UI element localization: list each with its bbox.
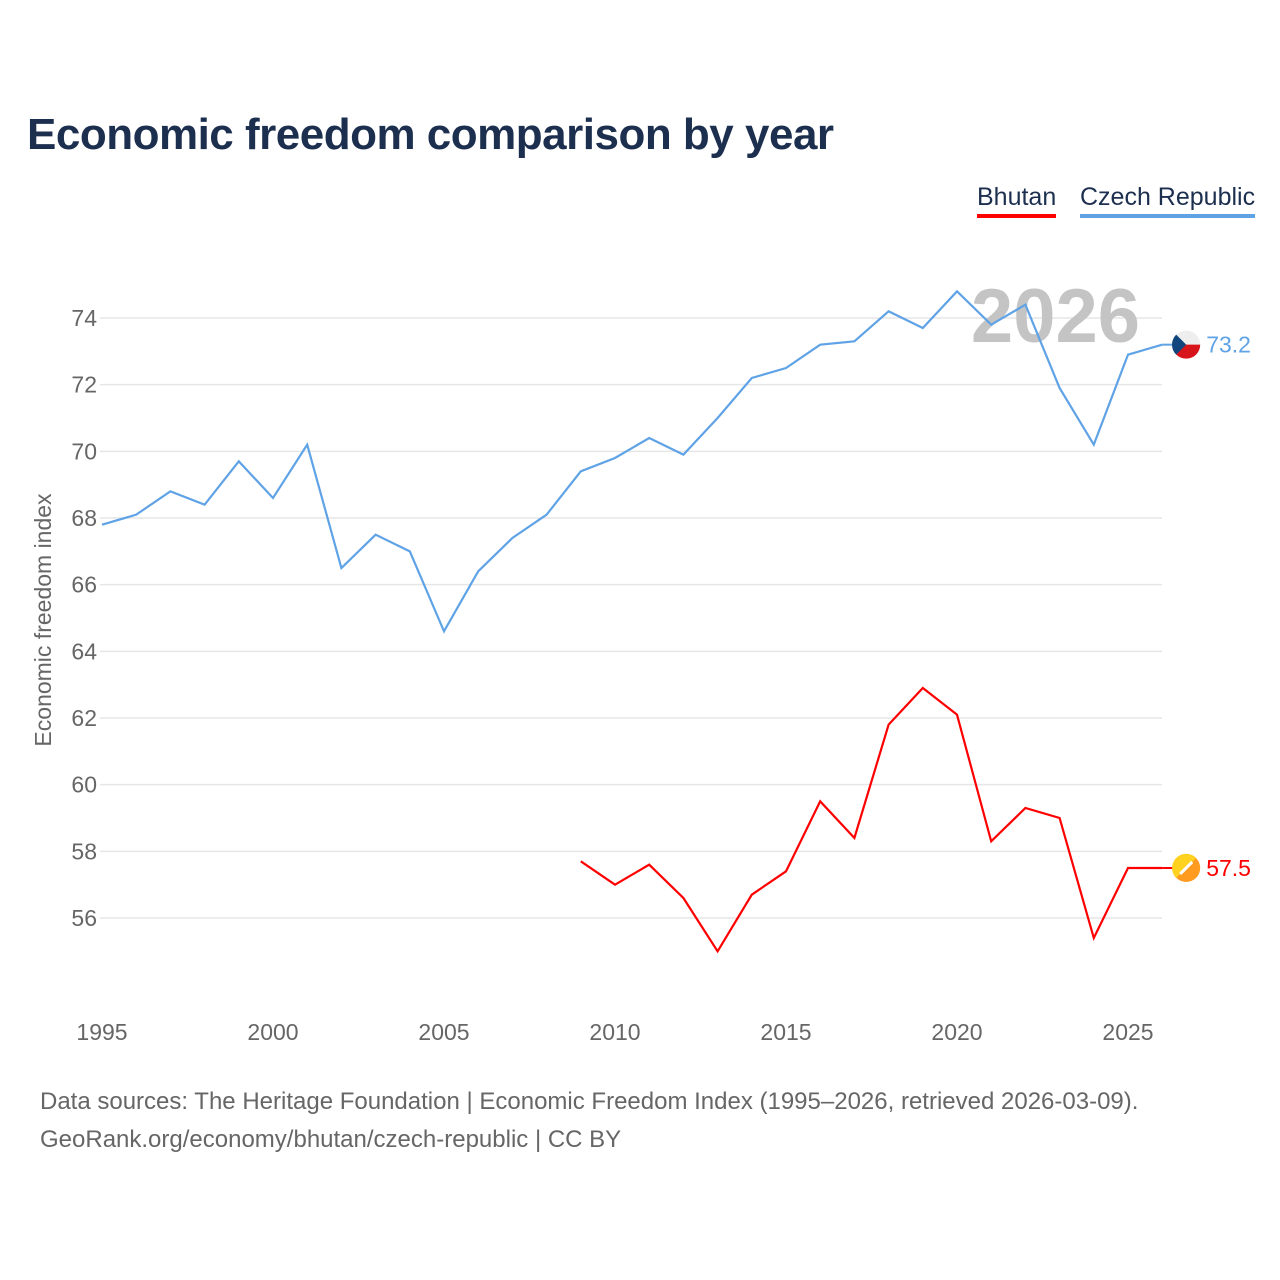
y-tick-label: 56 — [71, 905, 97, 931]
x-tick-label: 1995 — [76, 1019, 127, 1045]
y-tick-label: 74 — [71, 305, 97, 331]
y-tick-label: 62 — [71, 705, 97, 731]
footer-attribution: GeoRank.org/economy/bhutan/czech-republi… — [40, 1126, 622, 1153]
year-watermark: 2026 — [971, 274, 1140, 359]
x-tick-label: 2025 — [1102, 1019, 1153, 1045]
x-tick-label: 2020 — [931, 1019, 982, 1045]
end-value-label-czech-republic: 73.2 — [1206, 332, 1251, 358]
x-tick-label: 2015 — [760, 1019, 811, 1045]
y-tick-label: 70 — [71, 438, 97, 464]
series-line-czech-republic — [101, 289, 1163, 634]
x-tick-label: 2010 — [589, 1019, 640, 1045]
series-line-bhutan — [580, 686, 1163, 954]
bhutan-flag-icon — [1172, 853, 1201, 882]
y-tick-label: 72 — [71, 372, 97, 398]
footer-sources: Data sources: The Heritage Foundation | … — [40, 1088, 1139, 1115]
x-tick-label: 2000 — [247, 1019, 298, 1045]
x-tick-label: 2005 — [418, 1019, 469, 1045]
legend-czech-republic[interactable]: Czech Republic — [1080, 183, 1256, 218]
y-tick-label: 68 — [71, 505, 97, 531]
y-tick-label: 58 — [71, 838, 97, 864]
y-tick-label: 66 — [71, 572, 97, 598]
y-axis-label: Economic freedom index — [30, 493, 56, 747]
legend-bhutan[interactable]: Bhutan — [977, 183, 1057, 218]
chart-title: Economic freedom comparison by year — [27, 110, 834, 159]
czech-flag-icon — [1171, 330, 1201, 359]
y-tick-label: 64 — [71, 638, 97, 664]
end-value-label-bhutan: 57.5 — [1206, 855, 1251, 881]
y-tick-label: 60 — [71, 772, 97, 798]
